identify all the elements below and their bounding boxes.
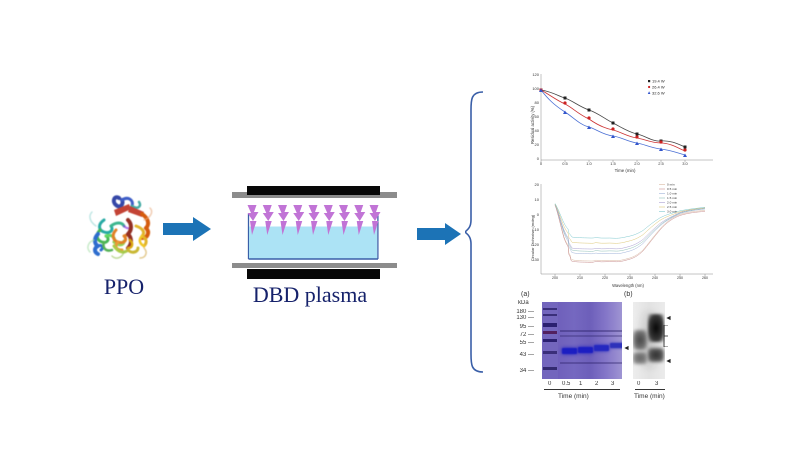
svg-text:32.6 W: 32.6 W — [652, 90, 665, 95]
svg-text:60: 60 — [535, 114, 540, 119]
svg-text:19.4 W: 19.4 W — [652, 78, 665, 83]
svg-text:200: 200 — [552, 276, 558, 280]
svg-text:230: 230 — [627, 276, 633, 280]
svg-text:250: 250 — [677, 276, 683, 280]
svg-text:1.5 min: 1.5 min — [667, 196, 677, 200]
svg-text:0.5: 0.5 — [562, 161, 568, 166]
svg-text:2.5 min: 2.5 min — [667, 205, 677, 209]
svg-text:120: 120 — [532, 72, 539, 77]
svg-text:Circular Dichroism (mdeg): Circular Dichroism (mdeg) — [530, 214, 535, 261]
svg-text:20: 20 — [535, 142, 540, 147]
svg-text:2.0: 2.0 — [634, 161, 640, 166]
svg-text:1.5: 1.5 — [610, 161, 616, 166]
svg-text:220: 220 — [602, 276, 608, 280]
svg-text:80: 80 — [535, 100, 540, 105]
svg-text:0: 0 — [540, 161, 543, 166]
svg-text:3.0: 3.0 — [682, 161, 688, 166]
svg-text:26.4 W: 26.4 W — [652, 84, 665, 89]
svg-text:Time (min): Time (min) — [615, 168, 636, 173]
svg-text:Residual activity (%): Residual activity (%) — [530, 105, 535, 144]
svg-text:100: 100 — [532, 86, 539, 91]
svg-text:260: 260 — [702, 276, 708, 280]
svg-text:240: 240 — [652, 276, 658, 280]
svg-text:20: 20 — [535, 182, 540, 187]
svg-text:10: 10 — [535, 197, 540, 202]
svg-text:3.0 min: 3.0 min — [667, 210, 677, 214]
svg-text:0.5 min: 0.5 min — [667, 187, 677, 191]
svg-text:2.0 min: 2.0 min — [667, 201, 677, 205]
svg-text:40: 40 — [535, 128, 540, 133]
svg-text:0 min: 0 min — [667, 183, 675, 187]
svg-text:1.0 min: 1.0 min — [667, 192, 677, 196]
svg-text:1.0: 1.0 — [586, 161, 592, 166]
svg-text:2.5: 2.5 — [658, 161, 664, 166]
svg-text:210: 210 — [577, 276, 583, 280]
svg-text:Wavelength (nm): Wavelength (nm) — [612, 283, 644, 288]
svg-text:0: 0 — [537, 212, 540, 217]
